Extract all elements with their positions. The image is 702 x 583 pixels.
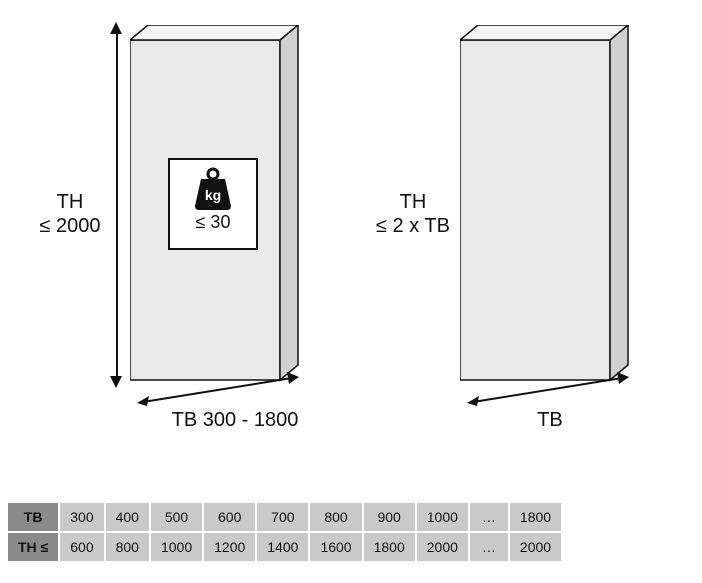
table-cell: 500	[150, 502, 203, 532]
right-panel	[460, 25, 650, 385]
table-row: TB 300 400 500 600 700 800 900 1000 … 18…	[7, 502, 562, 532]
table-cell: …	[469, 532, 509, 562]
table-cell: 1600	[309, 532, 362, 562]
table-cell: 2000	[509, 532, 562, 562]
weight-icon: kg	[191, 166, 235, 210]
th-header: TH ≤	[7, 532, 59, 562]
left-th-line1: TH	[57, 191, 84, 213]
table-cell: 600	[59, 532, 104, 562]
dimension-table: TB 300 400 500 600 700 800 900 1000 … 18…	[6, 501, 563, 563]
right-tb-label: TB	[520, 408, 580, 432]
left-th-arrow-line	[116, 30, 118, 380]
left-th-label: TH ≤ 2000	[30, 190, 110, 238]
table-cell: 1000	[150, 532, 203, 562]
left-tb-label: TB 300 - 1800	[155, 408, 315, 432]
table-cell: 700	[256, 502, 309, 532]
table-cell: 1200	[203, 532, 256, 562]
kg-box: kg ≤ 30	[168, 158, 258, 250]
left-th-arrow-head-bottom	[110, 376, 122, 388]
table-cell: 1800	[363, 532, 416, 562]
diagram-area: TH ≤ 2000 TB 300 - 1800 kg ≤ 30 TH ≤ 2 x…	[0, 10, 702, 450]
table-cell: 900	[363, 502, 416, 532]
table-row: TH ≤ 600 800 1000 1200 1400 1600 1800 20…	[7, 532, 562, 562]
left-th-arrow-head-top	[110, 22, 122, 34]
right-th-label: TH ≤ 2 x TB	[368, 190, 458, 238]
right-tb-arrow	[467, 372, 637, 412]
left-tb-arrow	[137, 372, 307, 412]
table-cell: 1000	[416, 502, 469, 532]
right-th-line2: ≤ 2 x TB	[376, 215, 450, 237]
table-cell: 800	[105, 532, 150, 562]
kg-value: ≤ 30	[170, 212, 256, 233]
table-cell: 1400	[256, 532, 309, 562]
table-cell: 400	[105, 502, 150, 532]
table-cell: …	[469, 502, 509, 532]
table-cell: 300	[59, 502, 104, 532]
svg-text:kg: kg	[205, 187, 221, 203]
table-cell: 600	[203, 502, 256, 532]
table-cell: 2000	[416, 532, 469, 562]
table-cell: 800	[309, 502, 362, 532]
right-th-line1: TH	[400, 191, 427, 213]
tb-header: TB	[7, 502, 59, 532]
left-th-line2: ≤ 2000	[39, 215, 100, 237]
table-cell: 1800	[509, 502, 562, 532]
